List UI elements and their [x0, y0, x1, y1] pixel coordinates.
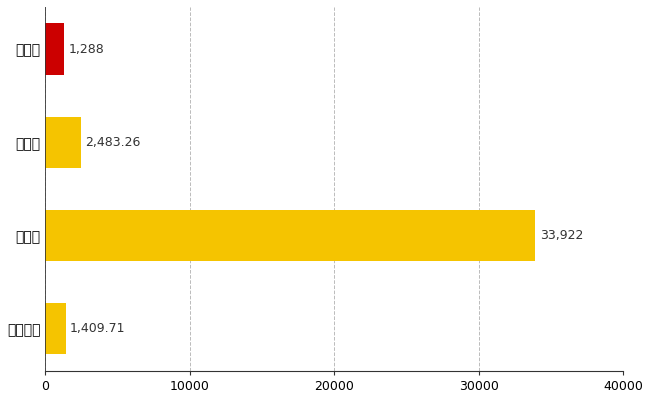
Bar: [46, 24, 64, 75]
Bar: [46, 303, 66, 354]
Bar: [46, 117, 81, 168]
Text: 1,409.71: 1,409.71: [70, 322, 125, 335]
Text: 2,483.26: 2,483.26: [86, 136, 141, 149]
Text: 1,288: 1,288: [68, 43, 104, 56]
Text: 33,922: 33,922: [540, 229, 583, 242]
Bar: [46, 210, 536, 261]
